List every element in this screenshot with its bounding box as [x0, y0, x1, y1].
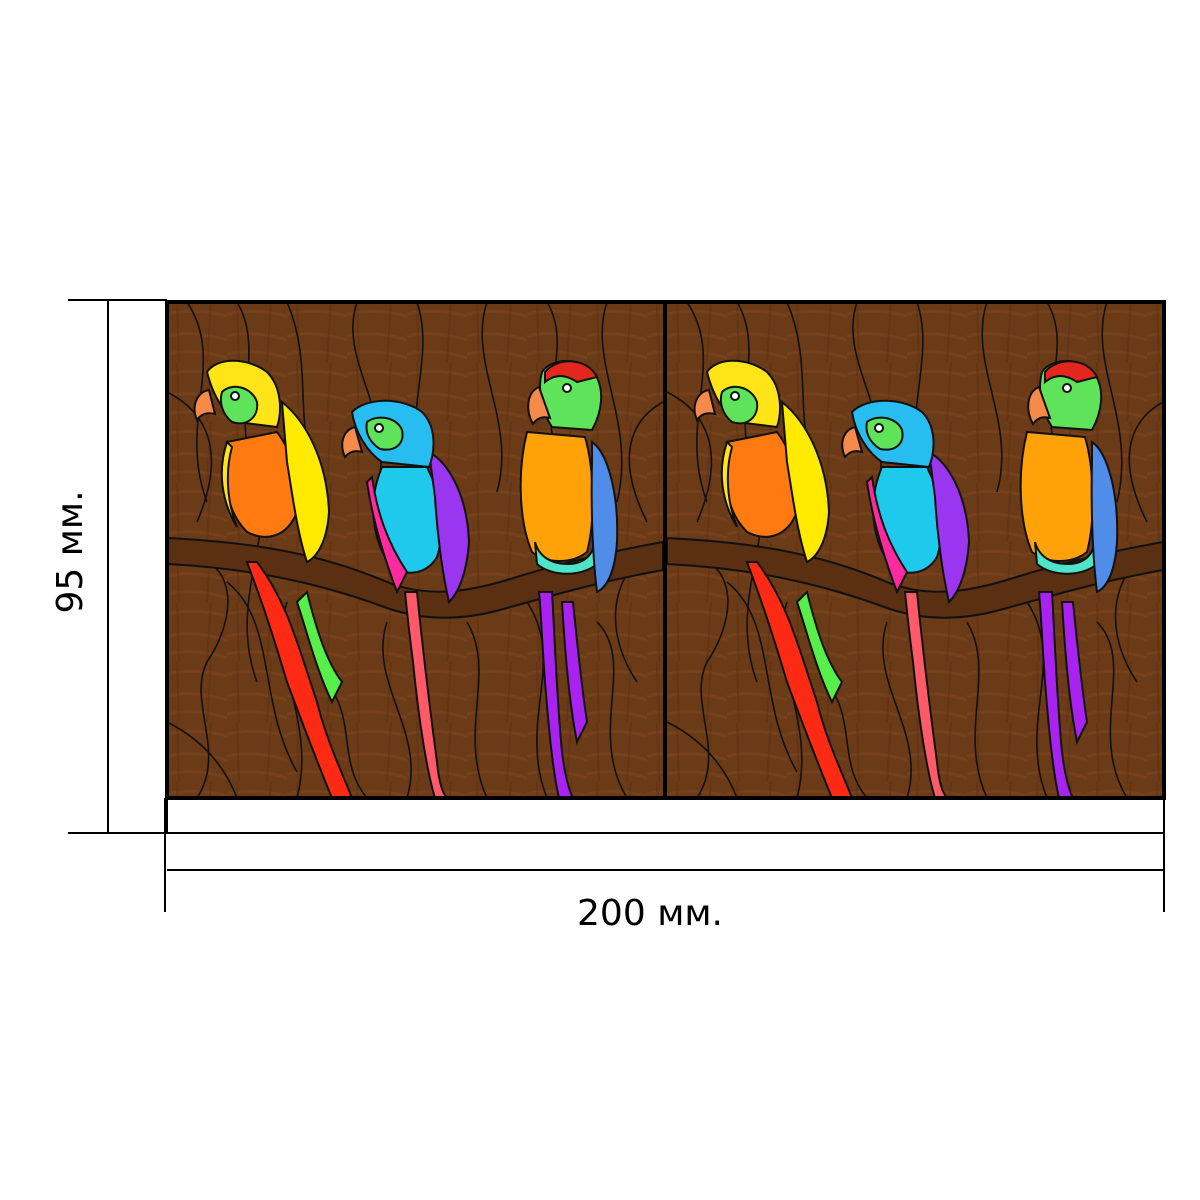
stained-glass-artwork: [165, 300, 1166, 800]
width-label: 200 мм.: [577, 893, 723, 934]
artwork-panel-left: [166, 301, 664, 799]
height-label: 95 мм.: [50, 490, 91, 613]
height-dimension: [68, 299, 168, 834]
artwork-panel-right: [666, 301, 1164, 799]
width-dimension: [164, 798, 1165, 912]
